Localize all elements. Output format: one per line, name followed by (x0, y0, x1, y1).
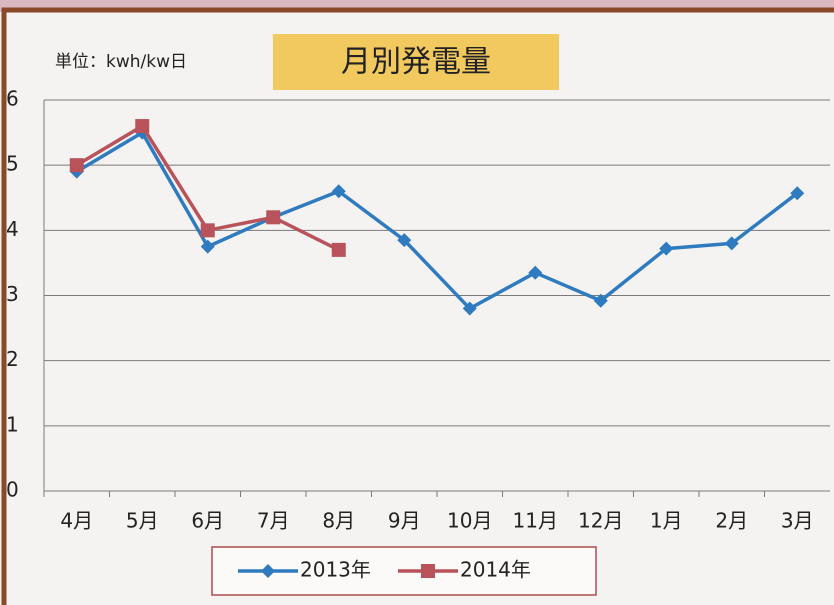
unit-label: 単位：kwh/kw日 (55, 52, 187, 72)
point (332, 243, 346, 257)
y-tick-label: 3 (6, 282, 19, 306)
x-tick-label: 2月 (715, 509, 748, 533)
y-tick-label: 4 (6, 217, 19, 241)
y-tick-label: 2 (6, 347, 19, 371)
x-tick-label: 1月 (650, 509, 683, 533)
x-tick-label: 10月 (447, 509, 492, 533)
x-tick-label: 7月 (257, 509, 290, 533)
point (201, 223, 215, 237)
legend-label: 2014年 (460, 558, 531, 582)
chart: 月別発電量 単位：kwh/kw日 0 1 2 3 4 5 6 4月 5月 6月 7月 8月 9月 10月 1… (0, 0, 834, 605)
point (266, 210, 280, 224)
y-tick-label: 0 (6, 478, 19, 502)
point (135, 119, 149, 133)
x-tick-label: 12月 (578, 509, 623, 533)
point (421, 564, 435, 578)
x-tick-label: 8月 (322, 509, 355, 533)
y-tick-label: 6 (6, 87, 19, 111)
x-tick-label: 6月 (191, 509, 224, 533)
x-tick-label: 4月 (60, 509, 93, 533)
x-tick-label: 9月 (388, 509, 421, 533)
y-tick-label: 1 (6, 412, 19, 436)
x-tick-label: 3月 (781, 509, 814, 533)
chart-title: 月別発電量 (341, 45, 491, 80)
x-tick-label: 5月 (126, 509, 159, 533)
legend-label: 2013年 (300, 558, 371, 582)
x-tick-label: 11月 (513, 509, 558, 533)
y-tick-label: 5 (6, 152, 19, 176)
point (70, 158, 84, 172)
